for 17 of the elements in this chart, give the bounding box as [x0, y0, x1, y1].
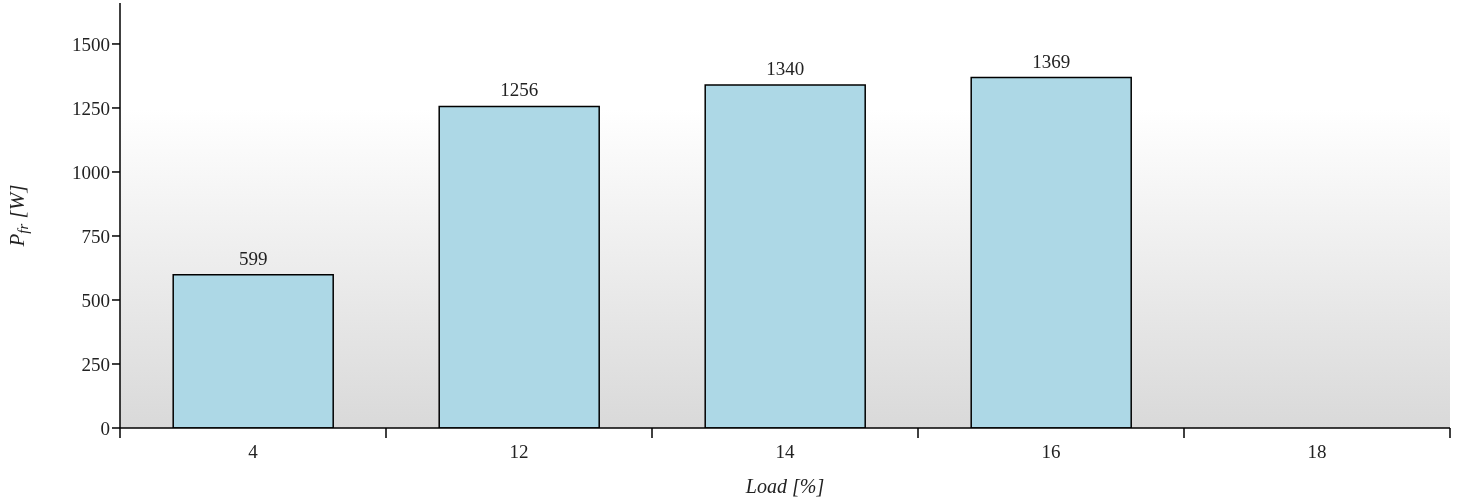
x-tick-label: 4 [248, 441, 259, 462]
data-label: 599 [238, 247, 268, 269]
x-tick-label: 12 [509, 441, 529, 462]
x-tick-label: 18 [1307, 441, 1327, 462]
y-tick-label: 1250 [72, 97, 110, 119]
data-label: 1256 [500, 79, 539, 101]
data-label: 1369 [1032, 50, 1071, 72]
y-tick-label: 1500 [72, 33, 110, 55]
y-tick-label: 250 [81, 353, 110, 375]
y-tick-label: 0 [100, 417, 110, 439]
x-axis-title: Load [%] [744, 475, 825, 497]
y-tick-label: 500 [81, 289, 110, 311]
x-tick-label: 16 [1041, 441, 1061, 462]
x-tick-label: 14 [775, 441, 795, 462]
y-tick-label: 1000 [72, 161, 110, 183]
y-tick-label: 750 [81, 225, 110, 247]
data-label: 1340 [766, 57, 805, 79]
